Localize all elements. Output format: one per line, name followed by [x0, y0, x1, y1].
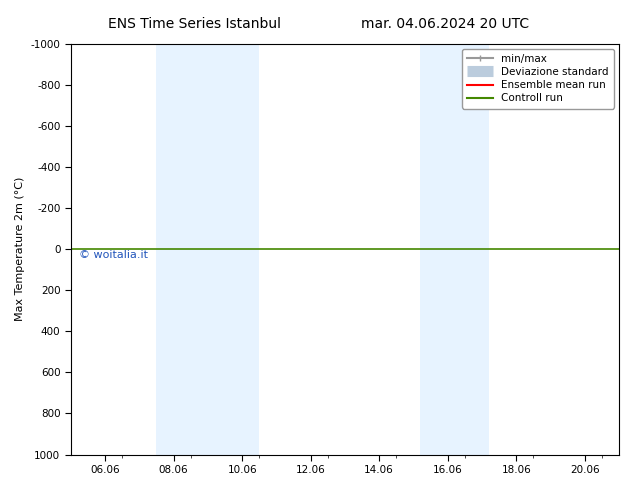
Legend: min/max, Deviazione standard, Ensemble mean run, Controll run: min/max, Deviazione standard, Ensemble m…	[462, 49, 614, 108]
Bar	[420, 44, 489, 455]
Text: © woitalia.it: © woitalia.it	[79, 250, 148, 260]
Text: ENS Time Series Istanbul: ENS Time Series Istanbul	[108, 17, 281, 31]
Bar	[157, 44, 259, 455]
Y-axis label: Max Temperature 2m (°C): Max Temperature 2m (°C)	[15, 177, 25, 321]
Text: mar. 04.06.2024 20 UTC: mar. 04.06.2024 20 UTC	[361, 17, 529, 31]
